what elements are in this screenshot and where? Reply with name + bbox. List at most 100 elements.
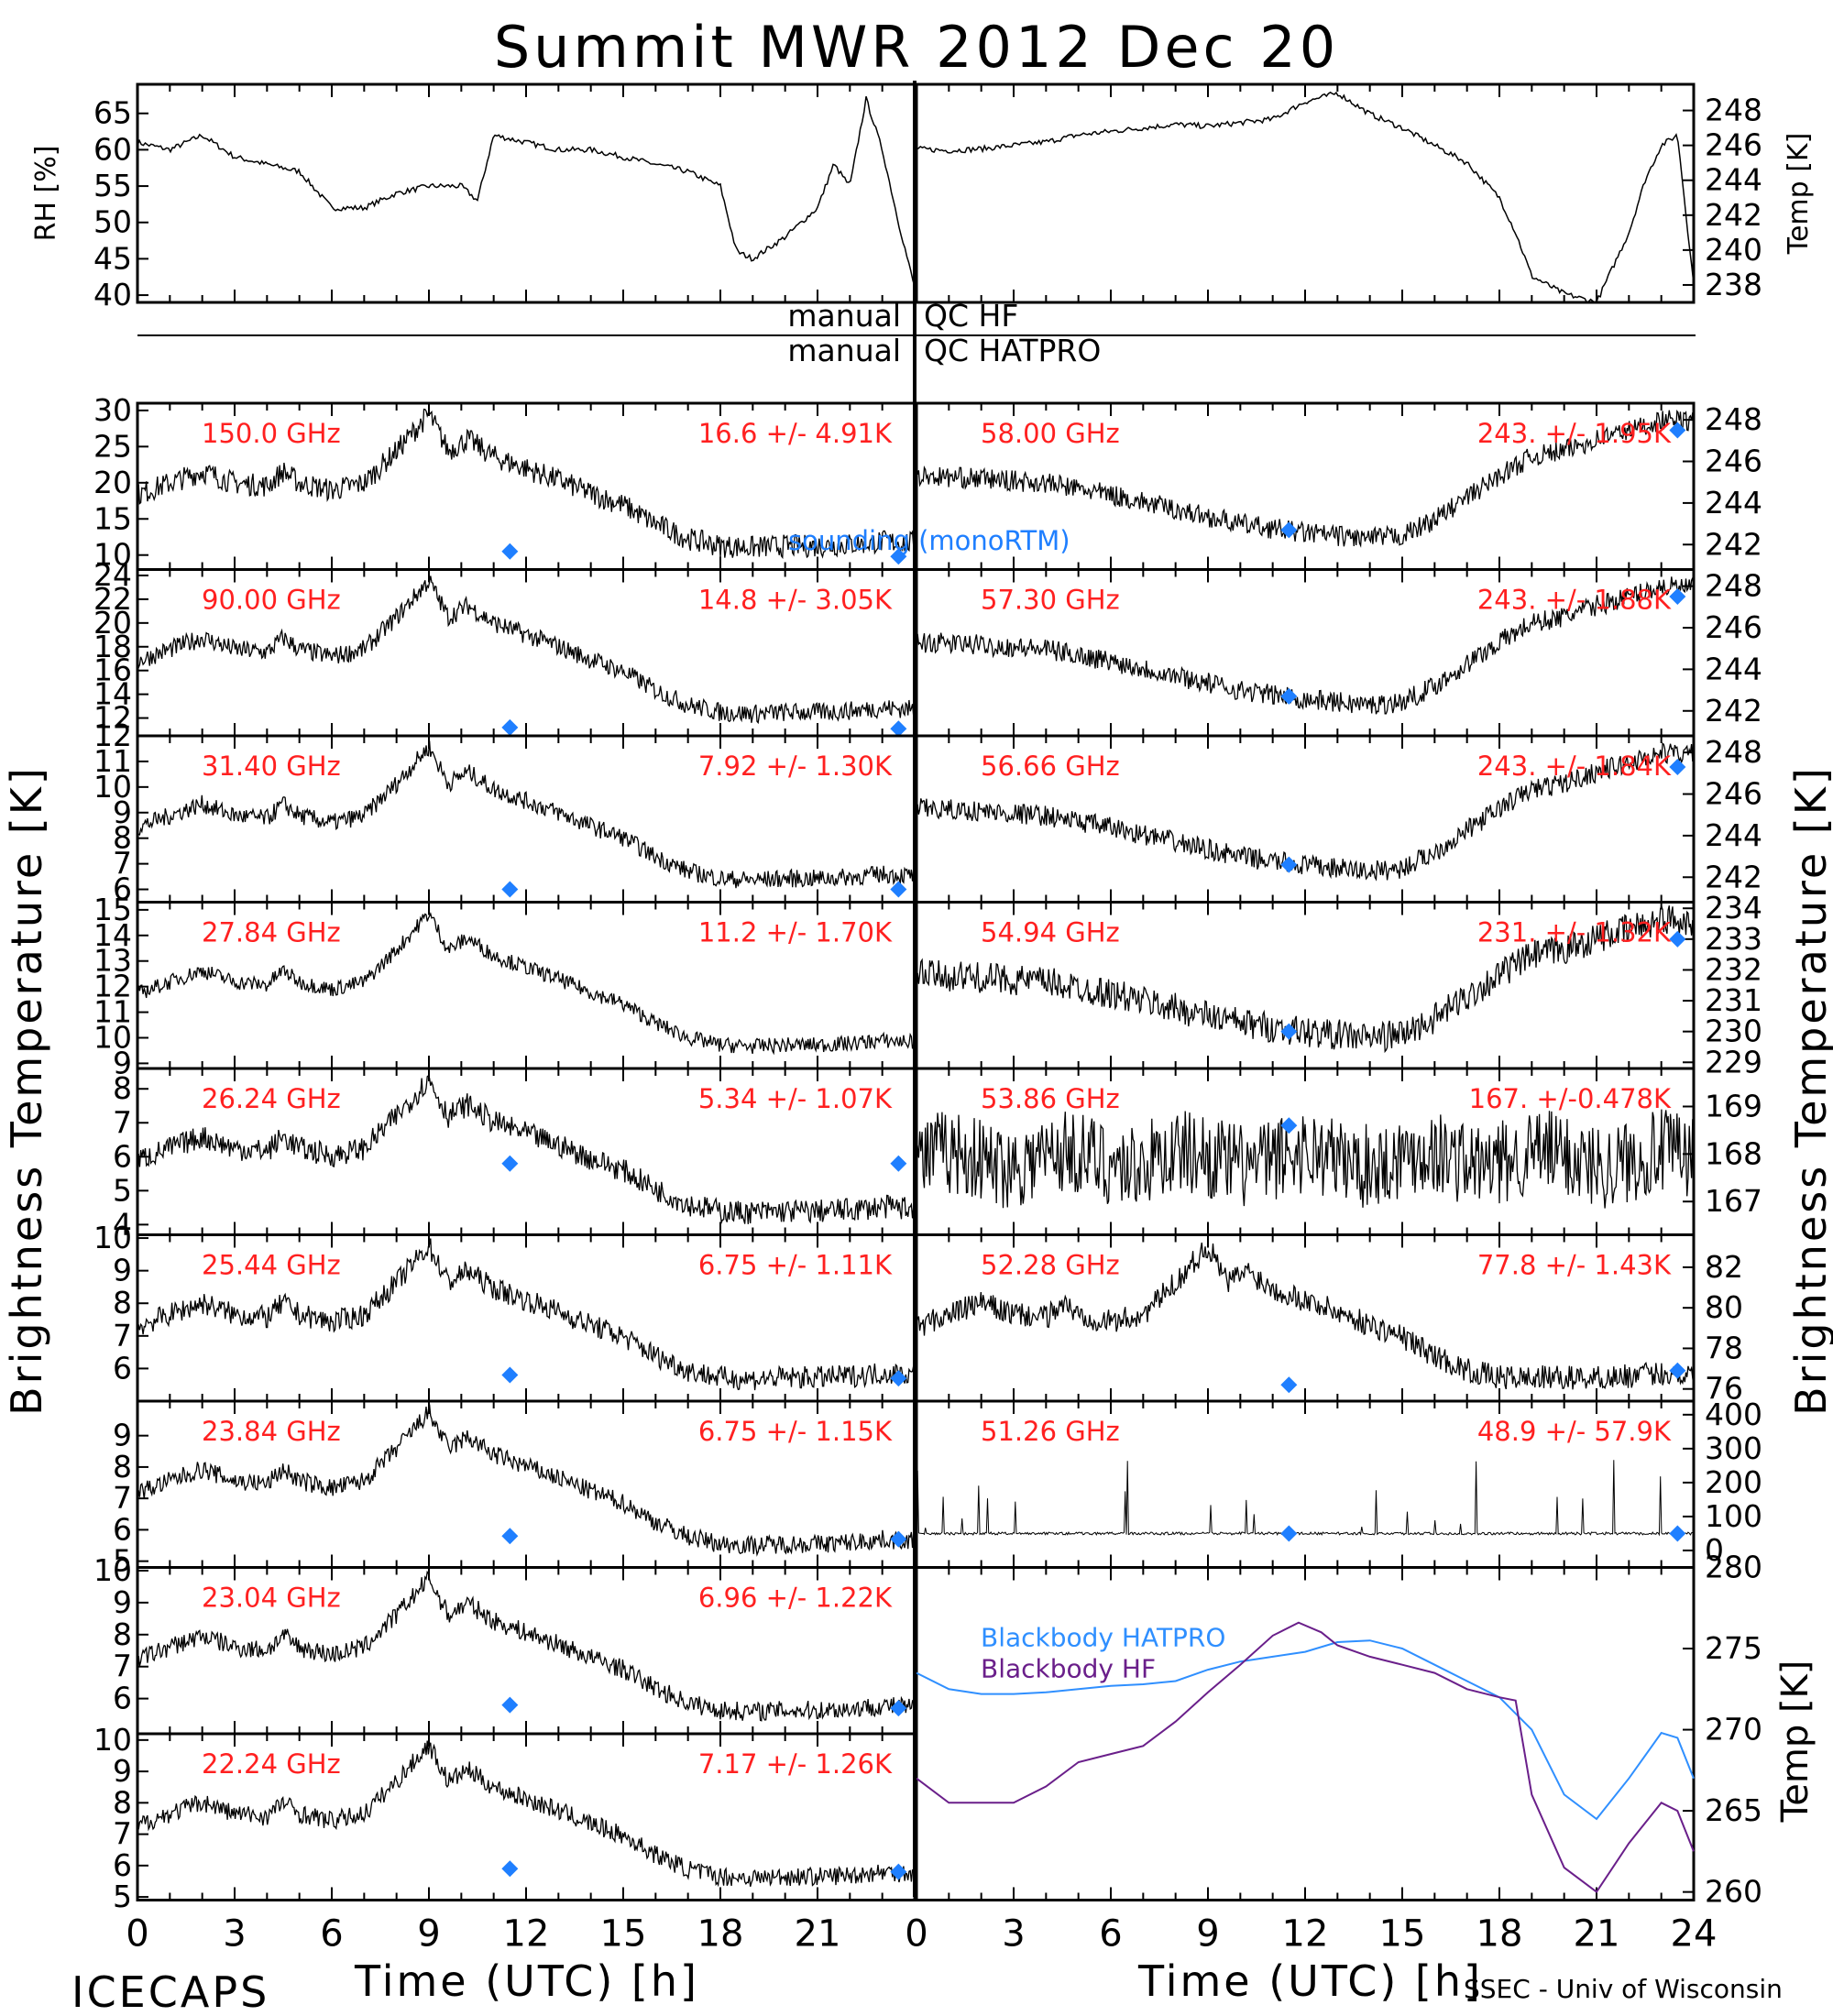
y-tick-label: 246 (1705, 127, 1762, 163)
y-tick-label: 246 (1705, 609, 1762, 645)
y-tick-label: 244 (1705, 162, 1762, 198)
y-tick-label: 16 (93, 652, 132, 688)
model-point (1669, 759, 1686, 776)
y-tick-label: 248 (1705, 93, 1762, 128)
channel-stat-label: 48.9 +/- 57.9K (1477, 1416, 1672, 1447)
channel-series-line (137, 575, 916, 725)
y-tick-label: 9 (113, 794, 132, 830)
x-tick-label-left: 0 (126, 1913, 148, 1956)
y-tick-label: 6 (113, 871, 132, 907)
channel-series-line (916, 1109, 1695, 1209)
model-point (890, 881, 907, 898)
panel-frame (915, 1566, 1696, 1901)
model-point (1280, 1525, 1298, 1542)
y-tick-label: 231 (1705, 982, 1762, 1018)
y-tick-label: 242 (1705, 693, 1762, 729)
y-tick-label: 8 (113, 820, 132, 856)
y-tick-label: 8 (113, 1285, 132, 1320)
y-tick-label: 20 (93, 465, 132, 500)
y-tick-label: 24 (93, 557, 132, 593)
y-tick-label: 244 (1705, 651, 1762, 686)
channel-stat-label: 5.34 +/- 1.07K (698, 1083, 893, 1114)
x-tick-label-right: 6 (1099, 1913, 1122, 1956)
channel-series-line (916, 742, 1695, 882)
y-tick-label: 10 (93, 1552, 132, 1588)
model-point (1669, 1525, 1686, 1542)
channel-series-line (137, 740, 916, 889)
model-point (1280, 856, 1298, 873)
y-tick-label: 20 (93, 605, 132, 641)
y-tick-label: 169 (1705, 1088, 1762, 1123)
channel-frequency-label: 23.84 GHz (202, 1416, 341, 1447)
y-tick-label: 230 (1705, 1013, 1762, 1049)
y-tick-label: 246 (1705, 444, 1762, 479)
channel-series-line (916, 1242, 1695, 1390)
left-ylabel: Brightness Temperature [K] (2, 765, 51, 1416)
channel-frequency-label: 23.04 GHz (202, 1583, 341, 1614)
channel-stat-label: 11.2 +/- 1.70K (698, 917, 893, 948)
chart-title: Summit MWR 2012 Dec 20 (494, 14, 1339, 81)
y-tick-label: 242 (1705, 197, 1762, 233)
model-point (501, 1696, 519, 1714)
y-tick-label: 6 (113, 1511, 132, 1547)
model-point (501, 1155, 519, 1172)
x-tick-label-left: 6 (320, 1913, 343, 1956)
y-tick-label: 300 (1705, 1430, 1762, 1466)
model-point (890, 1370, 907, 1387)
channel-stat-label: 231. +/- 1.32K (1477, 917, 1672, 948)
y-tick-label: 8 (113, 1449, 132, 1485)
channel-frequency-label: 54.94 GHz (981, 917, 1120, 948)
rh-line (137, 95, 916, 288)
channel-frequency-label: 25.44 GHz (202, 1250, 341, 1281)
y-tick-label: 248 (1705, 401, 1762, 437)
y-tick-label: 10 (93, 1220, 132, 1255)
y-tick-label: 82 (1705, 1249, 1743, 1285)
y-tick-label: 6 (113, 1138, 132, 1174)
y-tick-label: 76 (1705, 1371, 1743, 1407)
y-tick-label: 229 (1705, 1044, 1762, 1079)
x-tick-label-right: 18 (1476, 1913, 1523, 1956)
channel-series-line (137, 1238, 916, 1391)
model-point (1669, 422, 1686, 439)
y-tick-label: 167 (1705, 1183, 1762, 1219)
channel-stat-label: 6.96 +/- 1.22K (698, 1583, 893, 1614)
y-tick-label: 30 (93, 392, 132, 428)
model-point (501, 881, 519, 898)
y-tick-label: 60 (93, 131, 132, 167)
blackbody-panel: 260 265 270 275 280 Blackbody HATPROBlackbody… (915, 1550, 1817, 1910)
y-tick-label: 8 (113, 1070, 132, 1106)
channel-series-line (916, 904, 1695, 1054)
y-tick-label: 280 (1705, 1550, 1762, 1585)
y-tick-label: 5 (113, 1543, 132, 1579)
model-label: sounding (monoRTM) (788, 525, 1070, 556)
y-tick-label: 234 (1705, 890, 1762, 926)
channel-panel: 242 244 246 248 56.66 GHz 243. +/- 1.84K (915, 734, 1762, 904)
y-tick-label: 0 (1705, 1532, 1724, 1568)
channel-frequency-label: 52.28 GHz (981, 1250, 1120, 1281)
model-point (890, 1530, 907, 1548)
y-tick-label: 7 (113, 1816, 132, 1852)
y-tick-label: 14 (93, 676, 132, 712)
y-tick-label: 244 (1705, 485, 1762, 520)
panel-frame (136, 82, 916, 304)
y-tick-label: 400 (1705, 1397, 1762, 1432)
y-tick-label: 7 (113, 1318, 132, 1353)
channel-frequency-label: 150.0 GHz (202, 418, 341, 449)
y-tick-label: 14 (93, 917, 132, 953)
channel-stat-label: 6.75 +/- 1.15K (698, 1416, 893, 1447)
channel-panel: 242 244 246 248 57.30 GHz 243. +/- 1.88K (915, 568, 1762, 738)
channel-frequency-label: 51.26 GHz (981, 1416, 1120, 1447)
channel-frequency-label: 53.86 GHz (981, 1083, 1120, 1114)
model-point (1669, 587, 1686, 605)
channel-frequency-label: 56.66 GHz (981, 751, 1120, 782)
channel-series-line (137, 1570, 916, 1722)
y-tick-label: 22 (93, 581, 132, 617)
y-tick-label: 12 (93, 700, 132, 736)
y-tick-label: 6 (113, 1681, 132, 1716)
channel-frequency-label: 26.24 GHz (202, 1083, 341, 1114)
